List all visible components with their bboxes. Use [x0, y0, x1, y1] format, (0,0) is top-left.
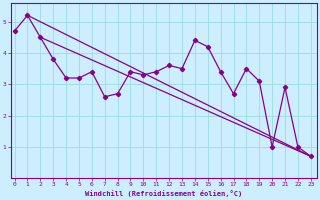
X-axis label: Windchill (Refroidissement éolien,°C): Windchill (Refroidissement éolien,°C) [85, 190, 243, 197]
